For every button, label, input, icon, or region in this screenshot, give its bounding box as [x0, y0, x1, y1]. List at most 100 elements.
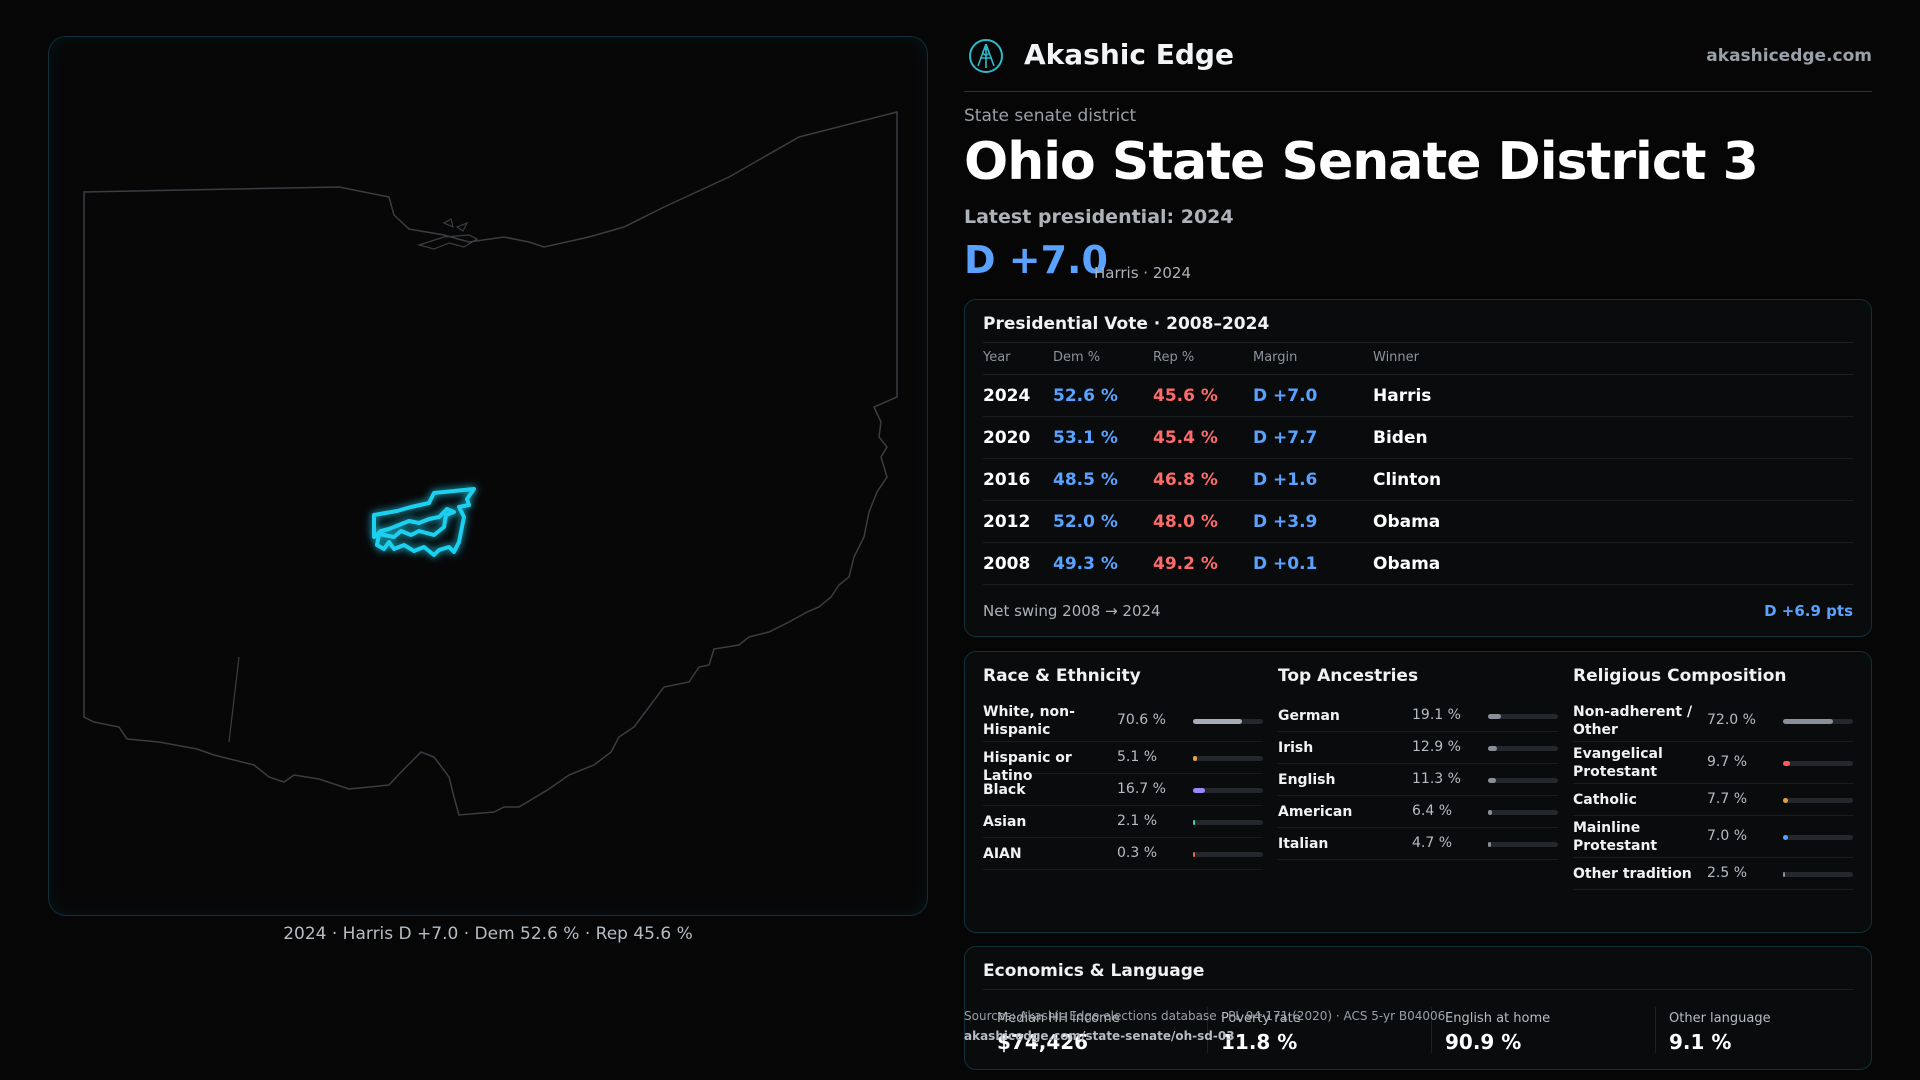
district-3-shape[interactable] [372, 487, 476, 557]
bar-fill [1783, 719, 1833, 724]
bar-track [1193, 756, 1263, 761]
bar-track [1488, 714, 1558, 719]
bar-track [1783, 835, 1853, 840]
item-percent: 16.7 % [1117, 781, 1166, 797]
item-label: White, non-Hispanic [983, 704, 1075, 738]
stat-median-income: Median HH income $74,426 [997, 1011, 1197, 1054]
item-label: Evangelical Protestant [1573, 746, 1663, 780]
item-percent: 12.9 % [1412, 739, 1461, 755]
stat-value: 9.1 % [1669, 1030, 1732, 1054]
item-label: Asian [983, 814, 1027, 830]
latest-margin-subtitle: Harris · 2024 [1094, 264, 1192, 282]
cell-rep: 46.8 % [1153, 470, 1218, 490]
list-item: American 6.4 % [1278, 796, 1558, 828]
item-percent: 5.1 % [1117, 749, 1158, 765]
ohio-map-svg [83, 111, 898, 816]
list-item: Asian 2.1 % [983, 806, 1263, 838]
item-percent: 19.1 % [1412, 707, 1461, 723]
table-row: 2020 53.1 % 45.4 % D +7.7 Biden [983, 417, 1853, 459]
race-ethnicity-section: Race & Ethnicity White, non-Hispanic 70.… [983, 666, 1263, 870]
cell-margin: D +7.7 [1253, 428, 1318, 448]
bar-fill [1193, 852, 1195, 857]
bar-track [1193, 719, 1263, 724]
bar-fill [1783, 761, 1790, 766]
item-percent: 6.4 % [1412, 803, 1453, 819]
stat-value: $74,426 [997, 1030, 1089, 1054]
list-item: Catholic 7.7 % [1573, 784, 1853, 816]
presidential-vote-title: Presidential Vote · 2008–2024 [983, 314, 1270, 334]
bar-fill [1488, 778, 1496, 783]
cell-rep: 48.0 % [1153, 512, 1218, 532]
item-percent: 72.0 % [1707, 712, 1756, 728]
cell-winner: Clinton [1373, 470, 1442, 490]
akashic-edge-logo-icon[interactable] [968, 38, 1004, 74]
list-item: Mainline Protestant 7.0 % [1573, 816, 1853, 858]
cell-year: 2016 [983, 470, 1031, 490]
divider [1207, 1007, 1208, 1053]
column-header-dem: Dem % [1053, 350, 1101, 365]
list-item: English 11.3 % [1278, 764, 1558, 796]
cell-year: 2008 [983, 554, 1031, 574]
district-map[interactable] [48, 36, 928, 916]
stat-value: 90.9 % [1445, 1030, 1522, 1054]
table-row: 2012 52.0 % 48.0 % D +3.9 Obama [983, 501, 1853, 543]
cell-year: 2024 [983, 386, 1031, 406]
stat-poverty-rate: Poverty rate 11.8 % [1221, 1011, 1421, 1054]
western-border-line [228, 656, 240, 743]
item-percent: 7.0 % [1707, 828, 1748, 844]
item-label: English [1278, 772, 1336, 788]
divider [983, 342, 1853, 343]
cell-rep: 45.4 % [1153, 428, 1218, 448]
race-ethnicity-title: Race & Ethnicity [983, 666, 1141, 686]
item-label: Hispanic or Latino [983, 750, 1072, 784]
column-header-margin: Margin [1253, 350, 1298, 365]
bar-track [1488, 778, 1558, 783]
source-url[interactable]: akashicedge.com/state-senate/oh-sd-03 [964, 1029, 1235, 1043]
cell-dem: 52.0 % [1053, 512, 1118, 532]
cell-rep: 45.6 % [1153, 386, 1218, 406]
table-row: 2024 52.6 % 45.6 % D +7.0 Harris [983, 375, 1853, 417]
column-header-rep: Rep % [1153, 350, 1195, 365]
bar-track [1193, 820, 1263, 825]
cell-margin: D +3.9 [1253, 512, 1318, 532]
cell-dem: 48.5 % [1053, 470, 1118, 490]
bar-fill [1488, 746, 1497, 751]
divider [983, 989, 1853, 990]
list-item: Hispanic or Latino 5.1 % [983, 742, 1263, 784]
site-header: Akashic Edge akashicedge.com [964, 32, 1872, 92]
cell-winner: Harris [1373, 386, 1432, 406]
item-percent: 4.7 % [1412, 835, 1453, 851]
stat-english-at-home: English at home 90.9 % [1445, 1011, 1645, 1054]
bar-track [1488, 746, 1558, 751]
stat-label: English at home [1445, 1011, 1551, 1026]
item-percent: 70.6 % [1117, 712, 1166, 728]
site-link[interactable]: akashicedge.com [1706, 46, 1872, 66]
bar-track [1783, 761, 1853, 766]
source-footer: Sources: Akashic Edge elections database… [964, 1006, 1445, 1046]
bar-fill [1488, 714, 1501, 719]
cell-winner: Biden [1373, 428, 1428, 448]
item-label: Mainline Protestant [1573, 820, 1658, 854]
list-item: Non-adherent / Other 72.0 % [1573, 700, 1853, 742]
religious-composition-section: Religious Composition Non-adherent / Oth… [1573, 666, 1853, 890]
column-header-winner: Winner [1373, 350, 1420, 365]
item-label: Other tradition [1573, 866, 1692, 882]
brand-name[interactable]: Akashic Edge [1024, 38, 1234, 71]
page-title: Ohio State Senate District 3 [964, 132, 1759, 192]
economics-language-card: Economics & Language Median HH income $7… [964, 946, 1872, 1070]
bar-fill [1193, 756, 1197, 761]
cell-winner: Obama [1373, 512, 1441, 532]
stat-other-language: Other language 9.1 % [1669, 1011, 1869, 1054]
list-item: Irish 12.9 % [1278, 732, 1558, 764]
stat-label: Other language [1669, 1011, 1771, 1026]
list-item: AIAN 0.3 % [983, 838, 1263, 870]
divider [1431, 1007, 1432, 1053]
item-percent: 7.7 % [1707, 791, 1748, 807]
bar-fill [1488, 842, 1491, 847]
bar-fill [1193, 719, 1242, 724]
item-percent: 2.5 % [1707, 865, 1748, 881]
item-percent: 2.1 % [1117, 813, 1158, 829]
bar-track [1783, 798, 1853, 803]
table-row: 2016 48.5 % 46.8 % D +1.6 Clinton [983, 459, 1853, 501]
list-item: Italian 4.7 % [1278, 828, 1558, 860]
